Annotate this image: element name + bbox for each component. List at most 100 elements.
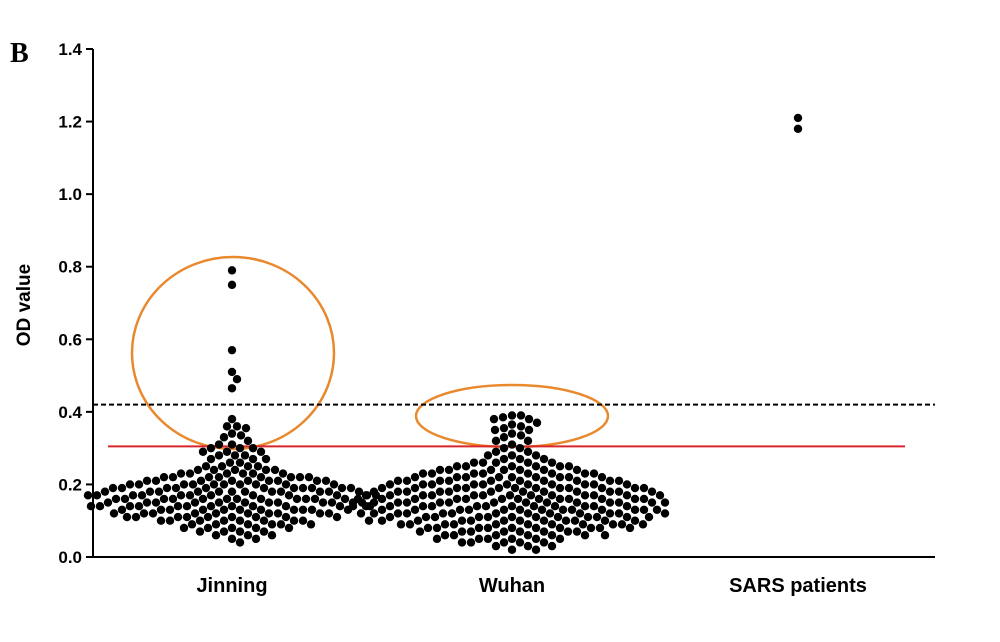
data-point [117, 505, 127, 515]
data-point [148, 509, 158, 518]
data-point [605, 509, 615, 518]
data-point [340, 494, 350, 504]
data-point [227, 523, 237, 533]
data-point [481, 502, 491, 511]
data-point [498, 413, 508, 422]
data-point [539, 454, 549, 464]
data-point [531, 451, 541, 460]
data-point [232, 375, 242, 384]
data-point [423, 523, 433, 533]
data-point [490, 425, 500, 435]
data-point [430, 512, 440, 522]
data-point [622, 491, 632, 500]
data-point [142, 476, 152, 485]
data-point [547, 541, 557, 551]
highlight-ellipse [130, 255, 336, 451]
data-point [580, 469, 590, 478]
data-point [159, 472, 169, 482]
data-point [572, 498, 582, 507]
data-point [608, 520, 618, 529]
data-point [396, 520, 406, 529]
data-point [507, 545, 517, 554]
data-point [539, 476, 549, 485]
data-point [385, 502, 395, 511]
data-point [108, 483, 118, 493]
data-point [235, 527, 245, 536]
data-point [243, 509, 253, 518]
data-point [524, 414, 534, 424]
data-point [469, 469, 479, 478]
data-point [256, 447, 266, 456]
data-point [553, 512, 563, 522]
data-point [142, 498, 152, 507]
data-point [469, 458, 479, 467]
data-point [531, 462, 541, 471]
data-point [273, 476, 283, 485]
data-point [435, 476, 445, 485]
data-point [281, 502, 291, 511]
data-point [438, 509, 448, 518]
data-point [185, 469, 195, 478]
data-point [547, 531, 557, 540]
data-point [227, 502, 237, 511]
data-point [507, 451, 517, 460]
data-point [243, 531, 253, 540]
data-point [638, 520, 648, 529]
data-point [440, 520, 450, 529]
data-point [312, 476, 322, 485]
data-point [353, 494, 363, 504]
data-point [630, 494, 640, 504]
data-point [95, 502, 105, 511]
data-point [235, 443, 245, 453]
data-point [227, 512, 237, 522]
data-point [190, 498, 200, 507]
data-point [187, 520, 197, 529]
data-point [243, 520, 253, 529]
data-point [377, 505, 387, 515]
data-point [507, 502, 517, 511]
data-point [567, 505, 577, 515]
data-point [222, 494, 232, 504]
data-point [256, 472, 266, 482]
data-point [356, 509, 366, 518]
data-point [410, 483, 420, 493]
data-point [222, 422, 232, 431]
data-point [348, 502, 358, 511]
data-point [521, 498, 531, 507]
data-point [466, 516, 476, 525]
data-point [100, 487, 110, 496]
data-point [639, 483, 649, 493]
data-point [219, 516, 229, 525]
data-point [614, 476, 624, 485]
data-point [555, 534, 565, 544]
data-point [219, 480, 229, 489]
data-point [109, 509, 119, 518]
data-point [165, 516, 175, 525]
data-point [545, 509, 555, 518]
data-point [614, 509, 624, 518]
data-point [478, 480, 488, 489]
data-point [125, 502, 135, 511]
data-point [564, 462, 574, 471]
data-point [614, 498, 624, 507]
data-point [469, 491, 479, 500]
data-point [402, 509, 412, 518]
data-point [182, 512, 192, 522]
y-tick-label: 1.0 [58, 185, 82, 204]
data-point [156, 516, 166, 525]
data-point [264, 498, 274, 507]
data-point [489, 498, 499, 507]
data-point [267, 531, 277, 540]
data-point [295, 472, 305, 482]
data-point [580, 480, 590, 489]
data-point [617, 520, 627, 529]
data-point [227, 345, 237, 355]
data-point [240, 487, 250, 496]
data-point [236, 431, 246, 440]
data-point [281, 480, 291, 489]
data-point [217, 462, 227, 471]
data-point [523, 458, 533, 467]
data-point [264, 476, 274, 485]
data-point [507, 523, 517, 533]
data-point [241, 423, 251, 433]
